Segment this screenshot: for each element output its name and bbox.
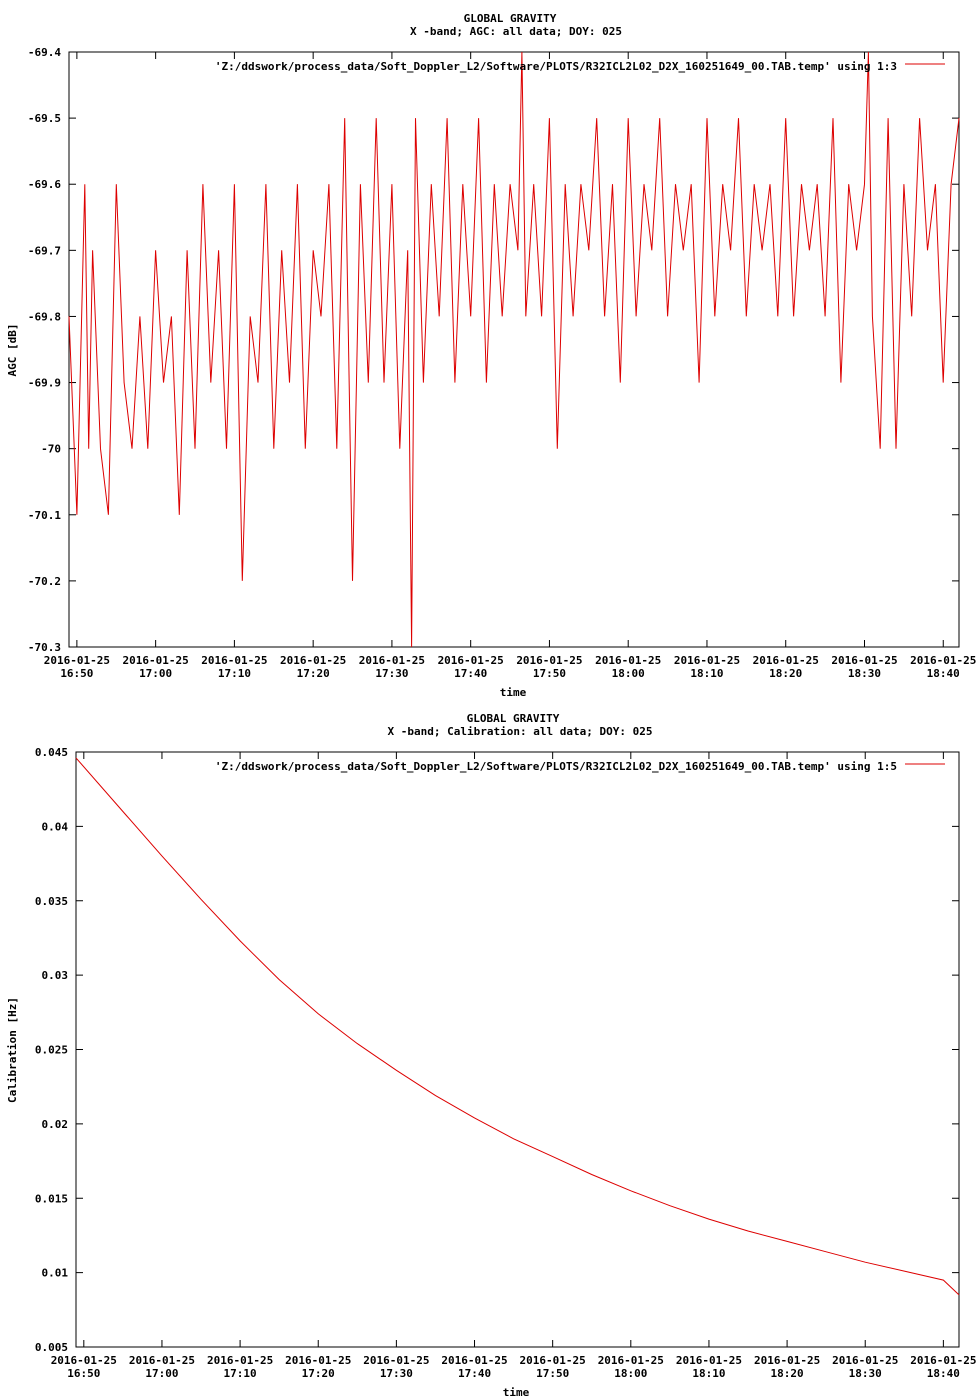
chart-subtitle: X -band; Calibration: all data; DOY: 025 [388, 725, 653, 738]
y-tick-label: 0.035 [35, 895, 68, 908]
legend-label: 'Z:/ddswork/process_data/Soft_Doppler_L2… [215, 760, 897, 773]
x-tick-date: 2016-01-25 [676, 1354, 742, 1367]
y-tick-label: 0.005 [35, 1341, 68, 1354]
y-tick-label: 0.015 [35, 1192, 68, 1205]
x-tick-time: 17:20 [297, 667, 330, 680]
y-tick-label: 0.02 [42, 1118, 69, 1131]
x-tick-date: 2016-01-25 [123, 654, 189, 667]
y-tick-label: -69.9 [28, 377, 61, 390]
y-tick-label: 0.025 [35, 1044, 68, 1057]
x-tick-date: 2016-01-25 [595, 654, 661, 667]
chart-title: GLOBAL GRAVITY [467, 712, 560, 725]
y-tick-label: -69.4 [28, 46, 61, 59]
y-axis-label: Calibration [Hz] [6, 997, 19, 1103]
x-tick-date: 2016-01-25 [285, 1354, 351, 1367]
x-tick-time: 17:50 [533, 667, 566, 680]
x-tick-time: 17:30 [380, 1367, 413, 1380]
x-axis-label: time [503, 1386, 530, 1399]
x-tick-time: 16:50 [67, 1367, 100, 1380]
x-axis-label: time [500, 686, 527, 699]
x-tick-date: 2016-01-25 [832, 1354, 898, 1367]
y-tick-label: -69.7 [28, 244, 61, 257]
x-tick-date: 2016-01-25 [359, 654, 425, 667]
y-tick-label: 0.045 [35, 746, 68, 759]
y-tick-label: -70.2 [28, 575, 61, 588]
x-tick-time: 17:10 [218, 667, 251, 680]
x-tick-date: 2016-01-25 [44, 654, 110, 667]
y-tick-label: -69.5 [28, 112, 61, 125]
x-tick-date: 2016-01-25 [754, 1354, 820, 1367]
x-tick-time: 17:40 [454, 667, 487, 680]
x-tick-time: 17:00 [145, 1367, 178, 1380]
plot-frame [68, 51, 960, 648]
x-tick-date: 2016-01-25 [520, 1354, 586, 1367]
agc-chart: GLOBAL GRAVITY X -band; AGC: all data; D… [6, 12, 976, 699]
agc-series-line [68, 51, 960, 648]
y-tick-label: -70.1 [28, 509, 61, 522]
x-tick-date: 2016-01-25 [753, 654, 819, 667]
x-tick-time: 17:10 [224, 1367, 257, 1380]
x-tick-date: 2016-01-25 [438, 654, 504, 667]
chart-title: GLOBAL GRAVITY [464, 12, 557, 25]
x-tick-time: 17:00 [139, 667, 172, 680]
x-tick-time: 18:00 [612, 667, 645, 680]
calibration-series-line [75, 757, 960, 1296]
x-tick-date: 2016-01-25 [674, 654, 740, 667]
x-tick-date: 2016-01-25 [51, 1354, 117, 1367]
x-tick-date: 2016-01-25 [516, 654, 582, 667]
x-tick-date: 2016-01-25 [280, 654, 346, 667]
x-tick-date: 2016-01-25 [363, 1354, 429, 1367]
x-tick-time: 18:20 [771, 1367, 804, 1380]
chart-subtitle: X -band; AGC: all data; DOY: 025 [410, 25, 622, 38]
x-tick-date: 2016-01-25 [831, 654, 897, 667]
x-tick-date: 2016-01-25 [910, 654, 976, 667]
x-tick-time: 17:50 [536, 1367, 569, 1380]
y-tick-label: -70.3 [28, 641, 61, 654]
x-tick-time: 18:10 [690, 667, 723, 680]
y-tick-label: -70 [41, 443, 61, 456]
y-axis: 0.045 0.04 0.035 0.03 0.025 0.02 0.015 0.01 0.00… [35, 746, 959, 1354]
x-axis: 2016-01-2516:502016-01-2517:002016-01-25… [44, 52, 976, 680]
x-tick-time: 18:30 [848, 667, 881, 680]
y-axis: -69.4 -69.5 -69.6 -69.7 -69.8 -69.9 -70 -70.1 -7… [28, 46, 959, 654]
y-tick-label: -69.6 [28, 178, 61, 191]
x-tick-date: 2016-01-25 [441, 1354, 507, 1367]
x-tick-time: 17:20 [302, 1367, 335, 1380]
x-tick-date: 2016-01-25 [910, 1354, 976, 1367]
x-tick-date: 2016-01-25 [207, 1354, 273, 1367]
y-tick-label: -69.8 [28, 310, 61, 323]
x-tick-time: 18:30 [849, 1367, 882, 1380]
x-tick-time: 18:20 [769, 667, 802, 680]
x-tick-time: 18:10 [692, 1367, 725, 1380]
plot-frame [75, 751, 960, 1348]
y-tick-label: 0.04 [42, 820, 69, 833]
x-tick-date: 2016-01-25 [598, 1354, 664, 1367]
x-tick-time: 16:50 [60, 667, 93, 680]
x-tick-time: 17:40 [458, 1367, 491, 1380]
x-axis: 2016-01-2516:502016-01-2517:002016-01-25… [51, 752, 976, 1380]
x-tick-time: 17:30 [375, 667, 408, 680]
legend-label: 'Z:/ddswork/process_data/Soft_Doppler_L2… [215, 60, 897, 73]
y-axis-label: AGC [dB] [6, 324, 19, 377]
x-tick-date: 2016-01-25 [129, 1354, 195, 1367]
x-tick-time: 18:40 [927, 667, 960, 680]
x-tick-time: 18:00 [614, 1367, 647, 1380]
x-tick-time: 18:40 [927, 1367, 960, 1380]
y-tick-label: 0.03 [42, 969, 69, 982]
y-tick-label: 0.01 [42, 1267, 69, 1280]
calibration-chart: GLOBAL GRAVITY X -band; Calibration: all… [6, 712, 976, 1399]
x-tick-date: 2016-01-25 [201, 654, 267, 667]
